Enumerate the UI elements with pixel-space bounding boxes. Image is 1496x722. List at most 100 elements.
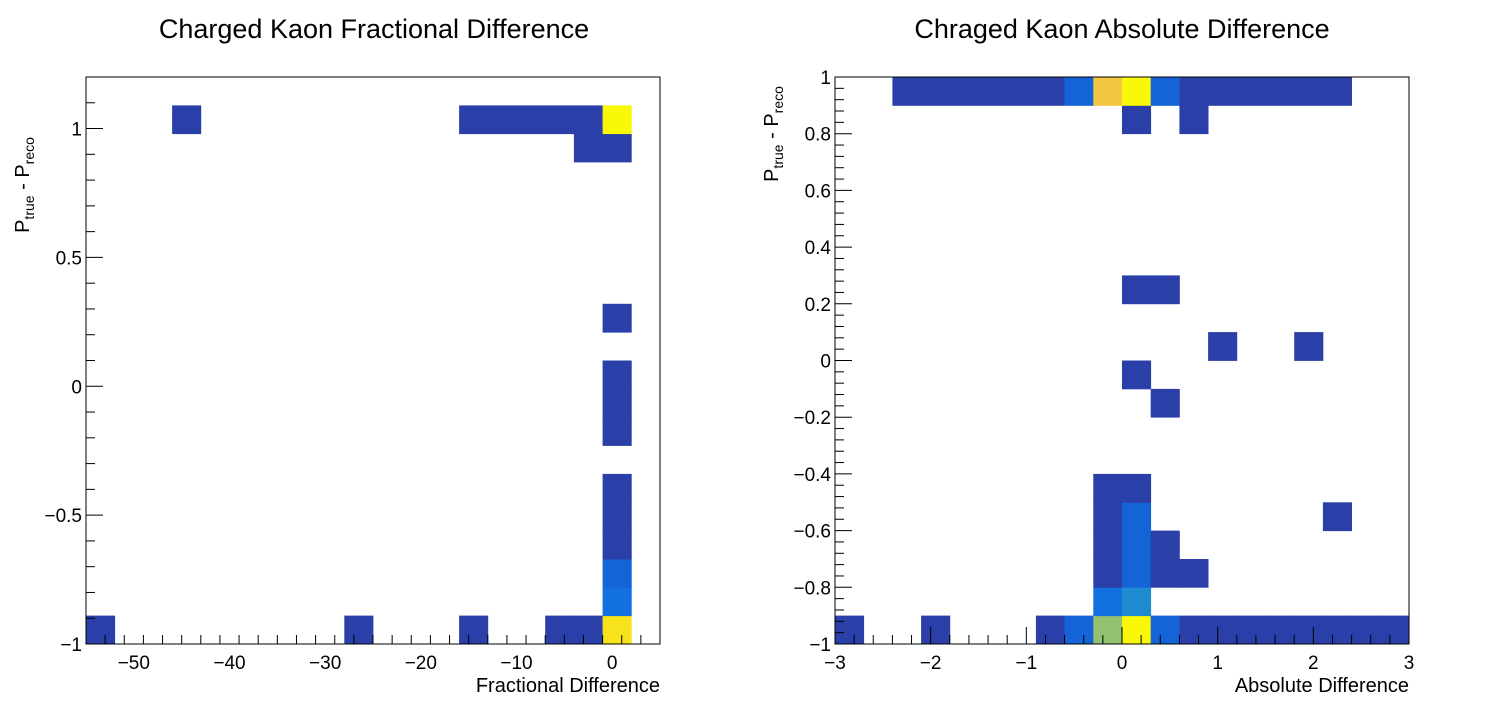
heatmap-cell xyxy=(1351,615,1381,645)
y-tick-label: 0.4 xyxy=(805,238,832,259)
heatmap-cell xyxy=(1179,77,1209,106)
heatmap-cell xyxy=(573,133,603,163)
heatmap-cell xyxy=(835,615,865,645)
x-tick-label: −2 xyxy=(920,653,942,674)
heatmap-cell xyxy=(1294,615,1324,645)
heatmap-cell xyxy=(344,615,374,645)
heatmap-cell xyxy=(1150,388,1180,418)
heatmap-cell xyxy=(1122,77,1152,106)
y-tick-label: 0 xyxy=(820,352,831,373)
heatmap-cell xyxy=(602,388,632,418)
heatmap-cell xyxy=(602,502,632,532)
heatmap-cell xyxy=(545,105,575,135)
heatmap-cell xyxy=(1150,77,1180,106)
x-tick-label: −20 xyxy=(405,653,437,674)
y-axis-absolute: −1 −0.8 −0.6 −0.4 −0.2 0 0.2 0.4 0.6 0.8 1 xyxy=(793,68,852,656)
x-axis-label-fractional: Fractional Difference xyxy=(476,675,660,697)
y-axis-label-absolute: Ptrue - Preco xyxy=(761,86,786,182)
heatmap-cell xyxy=(1236,77,1266,106)
heatmap-cell xyxy=(1035,615,1065,645)
y-label-p2: P xyxy=(12,164,34,177)
y-tick-label: 0.5 xyxy=(56,248,82,269)
heatmap-cells-absolute xyxy=(835,77,1410,645)
y-label-p1: P xyxy=(12,220,34,233)
x-tick-label: 2 xyxy=(1308,653,1319,674)
heatmap-cell xyxy=(1093,502,1123,532)
x-tick-label: −3 xyxy=(824,653,846,674)
heatmap-cell xyxy=(1035,77,1065,106)
y-tick-label: 0 xyxy=(71,377,82,398)
heatmap-cell xyxy=(1122,275,1152,305)
chart-title-absolute: Chraged Kaon Absolute Difference xyxy=(914,14,1329,44)
heatmap-cell xyxy=(1294,332,1324,361)
heatmap-cell xyxy=(573,615,603,645)
x-axis-fractional: −50 −40 −30 −20 −10 0 xyxy=(85,635,661,674)
heatmap-cell xyxy=(1236,615,1266,645)
heatmap-cell xyxy=(1122,587,1152,617)
y-tick-label: −1 xyxy=(809,635,831,656)
x-tick-label: 3 xyxy=(1404,653,1415,674)
heatmap-cell xyxy=(602,615,632,645)
heatmap-cell xyxy=(978,77,1008,106)
x-axis-absolute: −3 −2 −1 0 1 2 3 xyxy=(824,627,1414,674)
heatmap-cell xyxy=(1093,587,1123,617)
heatmap-cell xyxy=(1380,615,1410,645)
heatmap-cell xyxy=(1208,332,1238,361)
heatmap-cell xyxy=(1150,275,1180,305)
heatmap-cell xyxy=(1122,559,1152,588)
y-tick-label: −0.4 xyxy=(793,465,831,486)
heatmap-cell xyxy=(1179,105,1209,135)
heatmap-cell xyxy=(1122,105,1152,135)
heatmap-cell xyxy=(602,360,632,390)
heatmap-cell xyxy=(602,133,632,163)
heatmap-cell xyxy=(602,303,632,333)
y-label-p2: P xyxy=(761,113,783,126)
fractional-difference-panel: Charged Kaon Fractional Difference −50 −4… xyxy=(12,14,661,697)
x-tick-label: 0 xyxy=(1117,653,1128,674)
heatmap-cell xyxy=(1265,615,1295,645)
heatmap-cell xyxy=(1208,615,1238,645)
y-label-op: - xyxy=(761,127,783,145)
y-label-p1: P xyxy=(761,169,783,182)
y-tick-label: 1 xyxy=(820,68,831,89)
heatmap-cell xyxy=(1179,615,1209,645)
heatmap-cell xyxy=(1322,502,1352,532)
heatmap-cell xyxy=(487,105,517,135)
heatmap-cell xyxy=(545,615,575,645)
heatmap-cell xyxy=(1150,559,1180,588)
y-tick-label: −0.8 xyxy=(793,578,831,599)
heatmap-cell xyxy=(921,615,951,645)
heatmap-cell xyxy=(1150,615,1180,645)
y-label-op: - xyxy=(12,178,34,196)
heatmap-cell xyxy=(1122,530,1152,560)
y-label-sub-true: true xyxy=(21,195,37,219)
y-label-sub-true: true xyxy=(770,144,786,168)
heatmap-cell xyxy=(1064,615,1094,645)
heatmap-cell xyxy=(1064,77,1094,106)
heatmap-cell xyxy=(1007,77,1037,106)
heatmap-cell xyxy=(892,77,922,106)
heatmap-cell xyxy=(602,473,632,503)
y-tick-label: −1 xyxy=(60,635,82,656)
y-tick-label: −0.2 xyxy=(793,408,831,429)
x-tick-label: −30 xyxy=(309,653,341,674)
chart-title-fractional: Charged Kaon Fractional Difference xyxy=(159,14,589,44)
x-tick-label: 1 xyxy=(1212,653,1223,674)
heatmap-cell xyxy=(86,615,116,645)
heatmap-cell xyxy=(459,105,489,135)
heatmap-cell xyxy=(602,587,632,617)
heatmap-cell xyxy=(172,105,202,135)
heatmap-cell xyxy=(573,105,603,135)
heatmap-cells-fractional xyxy=(86,105,632,645)
heatmap-cell xyxy=(516,105,546,135)
heatmap-cell xyxy=(602,559,632,588)
heatmap-cell xyxy=(602,417,632,446)
absolute-difference-panel: Chraged Kaon Absolute Difference −3 −2 −1 0… xyxy=(761,14,1414,697)
x-tick-label: −40 xyxy=(213,653,245,674)
y-tick-label: −0.5 xyxy=(44,506,82,527)
heatmap-cell xyxy=(1122,360,1152,390)
x-tick-label: −10 xyxy=(500,653,532,674)
y-tick-label: 0.8 xyxy=(805,125,831,146)
heatmap-cell xyxy=(602,530,632,560)
